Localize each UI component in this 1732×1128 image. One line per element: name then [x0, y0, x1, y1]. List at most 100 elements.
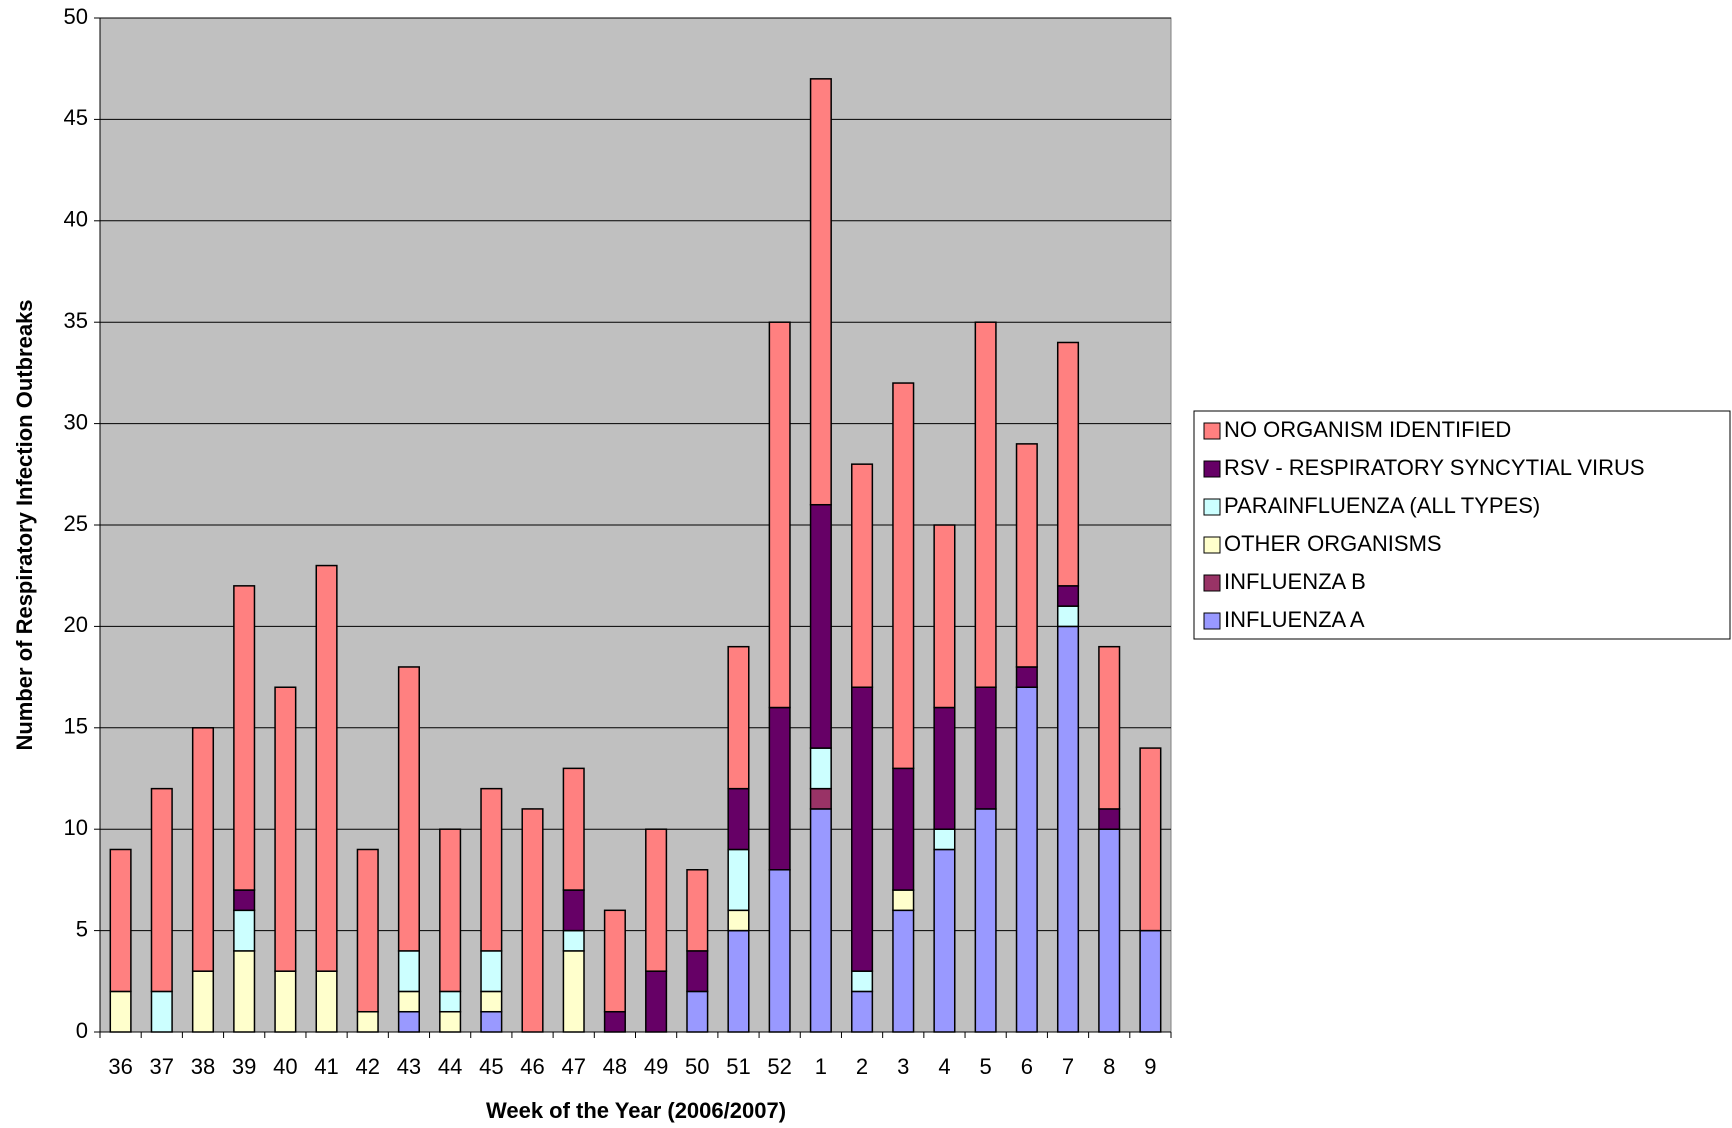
legend-swatch	[1203, 460, 1221, 478]
bar-segment	[480, 1010, 503, 1033]
x-tick-label: 3	[897, 1054, 909, 1079]
bar-segment	[562, 950, 585, 1033]
bar-segment	[933, 524, 956, 709]
x-tick-label: 36	[108, 1054, 132, 1079]
legend-label: INFLUENZA A	[1224, 607, 1365, 632]
x-tick-label: 1	[815, 1054, 827, 1079]
bar-segment	[480, 990, 503, 1013]
bar-segment	[233, 889, 256, 912]
bar-segment	[109, 848, 132, 993]
legend-label: INFLUENZA B	[1224, 569, 1366, 594]
bar-segment	[191, 727, 215, 972]
bar-segment	[397, 666, 420, 952]
x-tick-label: 52	[767, 1054, 791, 1079]
y-tick-label: 25	[64, 511, 88, 536]
x-tick-label: 9	[1144, 1054, 1156, 1079]
bar-segment	[397, 1010, 420, 1033]
bar-segment	[727, 848, 750, 912]
bar-segment	[686, 950, 709, 993]
bar-segment	[933, 706, 956, 830]
bar-segment	[809, 747, 832, 790]
x-tick-label: 47	[561, 1054, 585, 1079]
x-tick-label: 40	[273, 1054, 297, 1079]
bar-segment	[562, 767, 585, 891]
bar-segment	[892, 909, 915, 1033]
bar-segment	[603, 909, 626, 1013]
bar-segment	[397, 990, 420, 1013]
x-tick-label: 2	[856, 1054, 868, 1079]
bar-segment	[768, 869, 791, 1033]
bar-segment	[1015, 443, 1038, 668]
y-tick-label: 30	[64, 409, 88, 434]
bar-segment	[851, 970, 874, 993]
bar-segment	[480, 787, 503, 952]
x-tick-label: 45	[479, 1054, 503, 1079]
bar-segment	[233, 909, 256, 952]
bar-segment	[562, 889, 585, 932]
bar-segment	[397, 950, 420, 993]
bar-segment	[933, 828, 956, 851]
bar-segment	[1098, 828, 1121, 1033]
bar-segment	[892, 889, 915, 912]
bar-segment	[1015, 686, 1038, 1033]
legend-label: RSV - RESPIRATORY SYNCYTIAL VIRUS	[1224, 455, 1645, 480]
legend-box	[1193, 410, 1731, 640]
bar-segment	[727, 787, 750, 851]
x-tick-label: 46	[520, 1054, 544, 1079]
bar-segment	[439, 1010, 462, 1033]
bar-segment	[1098, 808, 1121, 830]
bar-segment	[1056, 585, 1080, 607]
bar-segment	[1098, 645, 1121, 810]
x-tick-label: 50	[685, 1054, 709, 1079]
bar-segment	[150, 990, 173, 1033]
bar-segment	[1056, 341, 1080, 587]
x-tick-label: 41	[314, 1054, 338, 1079]
x-tick-label: 43	[397, 1054, 421, 1079]
bar-segment	[727, 929, 750, 1033]
bar-segment	[1056, 625, 1080, 1033]
bar-segment	[768, 706, 791, 871]
bar-segment	[809, 503, 832, 749]
bar-segment	[315, 970, 338, 1033]
y-axis-title: Number of Respiratory Infection Outbreak…	[12, 299, 37, 750]
x-tick-label: 8	[1103, 1054, 1115, 1079]
bar-segment	[439, 828, 462, 993]
bar-segment	[809, 808, 832, 1033]
y-tick-label: 50	[64, 4, 88, 29]
y-tick-label: 0	[76, 1018, 88, 1043]
bar-segment	[727, 645, 750, 790]
bar-segment	[851, 686, 874, 972]
legend-label: OTHER ORGANISMS	[1224, 531, 1442, 556]
bar-segment	[109, 990, 132, 1033]
x-tick-label: 48	[603, 1054, 627, 1079]
bar-segment	[191, 970, 215, 1033]
y-tick-label: 35	[64, 308, 88, 333]
bar-segment	[892, 767, 915, 891]
bar-segment	[521, 808, 544, 1033]
bar-segment	[315, 564, 338, 972]
bar-segment	[727, 909, 750, 932]
bar-segment	[974, 686, 997, 810]
x-tick-label: 44	[438, 1054, 462, 1079]
x-tick-label: 6	[1021, 1054, 1033, 1079]
bar-segment	[233, 950, 256, 1033]
bar-segment	[439, 990, 462, 1013]
x-tick-label: 39	[232, 1054, 256, 1079]
legend-label: PARAINFLUENZA (ALL TYPES)	[1224, 493, 1540, 518]
bar-segment	[686, 869, 709, 952]
bar-segment	[974, 321, 997, 688]
bar-segment	[768, 321, 791, 709]
bar-segment	[356, 848, 379, 1013]
bar-segment	[356, 1010, 379, 1033]
bar-segment	[603, 1010, 626, 1033]
x-tick-label: 7	[1062, 1054, 1074, 1079]
bar-segment	[933, 848, 956, 1033]
bar-segment	[851, 463, 874, 688]
legend-swatch	[1203, 612, 1221, 630]
x-tick-label: 5	[980, 1054, 992, 1079]
bar-segment	[851, 990, 874, 1033]
bar-segment	[892, 382, 915, 770]
legend-swatch	[1203, 498, 1221, 516]
bar-segment	[480, 950, 503, 993]
bar-segment	[645, 828, 668, 972]
